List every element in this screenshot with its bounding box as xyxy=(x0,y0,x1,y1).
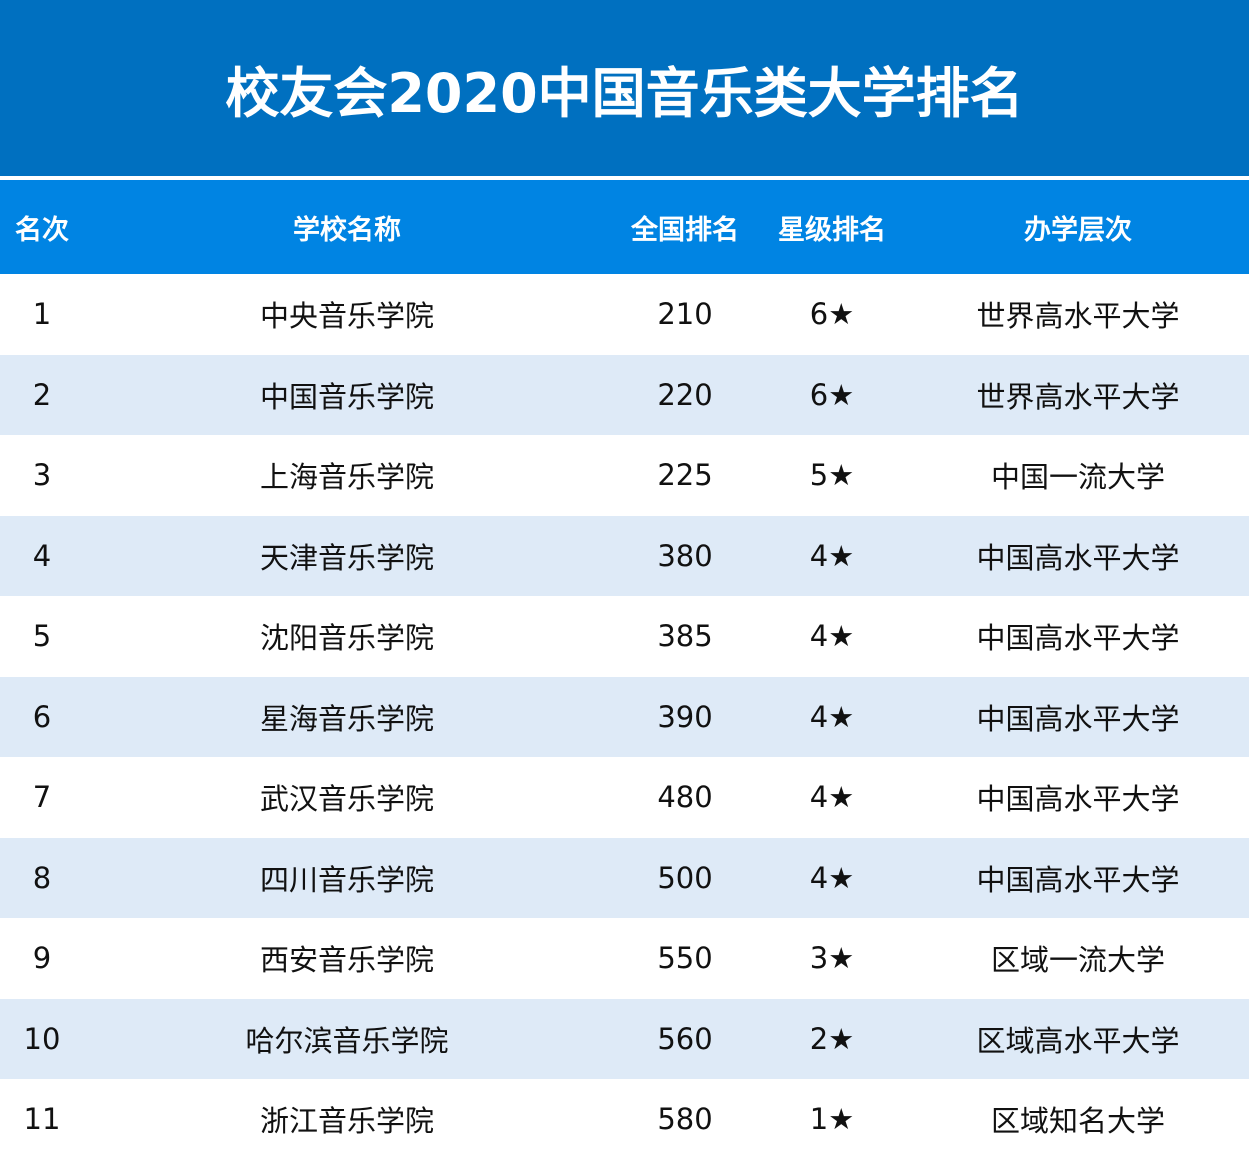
cell-rank: 10 xyxy=(23,1021,61,1056)
cell-national-rank: 580 xyxy=(657,1102,713,1137)
cell-star-rank: 4★ xyxy=(809,860,855,895)
table-row: 4 天津音乐学院 380 4★ 中国高水平大学 xyxy=(0,515,1249,596)
cell-rank: 9 xyxy=(32,941,52,976)
header-national-rank: 全国排名 xyxy=(631,214,739,246)
cell-star-rank: 4★ xyxy=(809,699,855,734)
cell-rank: 3 xyxy=(32,458,52,493)
cell-rank: 4 xyxy=(32,538,52,573)
cell-national-rank: 390 xyxy=(657,699,713,734)
cell-national-rank: 500 xyxy=(657,860,713,895)
cell-school-name: 中国音乐学院 xyxy=(259,379,434,414)
cell-level: 区域知名大学 xyxy=(990,1104,1165,1139)
cell-school-name: 浙江音乐学院 xyxy=(259,1104,434,1139)
cell-level: 中国高水平大学 xyxy=(976,701,1180,736)
cell-rank: 6 xyxy=(32,699,52,734)
cell-star-rank: 5★ xyxy=(809,458,855,493)
cell-national-rank: 380 xyxy=(657,538,713,573)
header-rank: 名次 xyxy=(15,214,69,246)
cell-school-name: 武汉音乐学院 xyxy=(259,782,434,817)
cell-rank: 7 xyxy=(32,780,52,815)
table-body: 1 中央音乐学院 210 6★ 世界高水平大学 2 中国音乐学院 220 6★ … xyxy=(0,274,1249,1160)
table-row: 8 四川音乐学院 500 4★ 中国高水平大学 xyxy=(0,837,1249,918)
table-row: 5 沈阳音乐学院 385 4★ 中国高水平大学 xyxy=(0,596,1249,677)
cell-national-rank: 560 xyxy=(657,1021,713,1056)
page-title: 校友会2020中国音乐类大学排名 xyxy=(0,0,1249,176)
cell-level: 中国一流大学 xyxy=(990,460,1165,495)
cell-level: 世界高水平大学 xyxy=(976,299,1180,334)
cell-school-name: 天津音乐学院 xyxy=(259,540,434,575)
cell-star-rank: 4★ xyxy=(809,619,855,654)
table-row: 3 上海音乐学院 225 5★ 中国一流大学 xyxy=(0,435,1249,516)
cell-star-rank: 6★ xyxy=(809,377,855,412)
table-row: 1 中央音乐学院 210 6★ 世界高水平大学 xyxy=(0,274,1249,355)
cell-national-rank: 480 xyxy=(657,780,713,815)
table-row: 7 武汉音乐学院 480 4★ 中国高水平大学 xyxy=(0,757,1249,838)
cell-star-rank: 4★ xyxy=(809,538,855,573)
cell-rank: 8 xyxy=(32,860,52,895)
cell-level: 世界高水平大学 xyxy=(976,379,1180,414)
cell-school-name: 中央音乐学院 xyxy=(259,299,434,334)
header-star-rank: 星级排名 xyxy=(778,214,886,246)
cell-school-name: 沈阳音乐学院 xyxy=(259,621,434,656)
cell-star-rank: 2★ xyxy=(809,1021,855,1056)
table-row: 6 星海音乐学院 390 4★ 中国高水平大学 xyxy=(0,676,1249,757)
cell-rank: 11 xyxy=(23,1102,61,1137)
table-row: 11 浙江音乐学院 580 1★ 区域知名大学 xyxy=(0,1079,1249,1160)
cell-star-rank: 3★ xyxy=(809,941,855,976)
cell-rank: 5 xyxy=(32,619,52,654)
divider xyxy=(0,176,1249,180)
cell-rank: 1 xyxy=(32,297,52,332)
cell-school-name: 上海音乐学院 xyxy=(259,460,434,495)
cell-level: 中国高水平大学 xyxy=(976,621,1180,656)
cell-school-name: 西安音乐学院 xyxy=(259,943,434,978)
cell-school-name: 哈尔滨音乐学院 xyxy=(245,1023,449,1058)
cell-national-rank: 385 xyxy=(657,619,713,654)
table-header: 名次 学校名称 全国排名 星级排名 办学层次 xyxy=(0,180,1249,274)
table-row: 10 哈尔滨音乐学院 560 2★ 区域高水平大学 xyxy=(0,998,1249,1079)
cell-level: 区域高水平大学 xyxy=(976,1023,1180,1058)
cell-national-rank: 225 xyxy=(657,458,713,493)
header-level: 办学层次 xyxy=(1024,214,1132,246)
header-school-name: 学校名称 xyxy=(293,214,401,246)
cell-national-rank: 210 xyxy=(657,297,713,332)
cell-school-name: 四川音乐学院 xyxy=(259,862,434,897)
table-row: 2 中国音乐学院 220 6★ 世界高水平大学 xyxy=(0,354,1249,435)
cell-national-rank: 550 xyxy=(657,941,713,976)
cell-national-rank: 220 xyxy=(657,377,713,412)
table-row: 9 西安音乐学院 550 3★ 区域一流大学 xyxy=(0,918,1249,999)
cell-level: 中国高水平大学 xyxy=(976,782,1180,817)
cell-level: 区域一流大学 xyxy=(990,943,1165,978)
cell-star-rank: 6★ xyxy=(809,297,855,332)
cell-school-name: 星海音乐学院 xyxy=(259,701,434,736)
cell-rank: 2 xyxy=(32,377,52,412)
cell-level: 中国高水平大学 xyxy=(976,862,1180,897)
cell-level: 中国高水平大学 xyxy=(976,540,1180,575)
cell-star-rank: 1★ xyxy=(809,1102,855,1137)
cell-star-rank: 4★ xyxy=(809,780,855,815)
